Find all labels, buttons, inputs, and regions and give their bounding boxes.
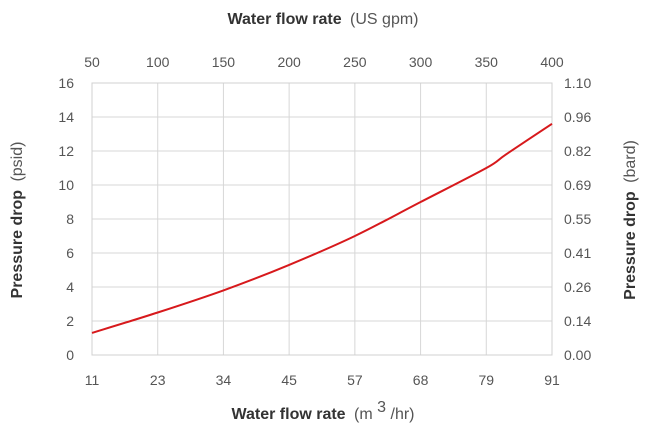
top-axis-title-unit: (US gpm) [350,11,418,28]
y-right-tick-label: 0.26 [564,279,591,295]
x-bottom-tick-label: 11 [85,372,100,388]
y-left-tick-label: 16 [58,75,74,91]
tick-labels: 1150231003415045200572506830079350914000… [58,54,591,388]
x-top-tick-label: 300 [409,54,433,70]
x-bottom-tick-label: 91 [544,372,560,388]
y-left-tick-label: 2 [66,313,74,329]
x-bottom-tick-label: 34 [216,372,232,388]
bottom-axis-title-bold: Water flow rate [231,406,345,423]
series-line-pressure-drop [91,122,553,334]
right-axis-title-unit: (bard) [622,140,639,183]
y-left-tick-label: 8 [66,211,74,227]
bottom-axis-title-unit-sup: 3 [377,399,386,416]
y-left-tick-label: 0 [66,347,74,363]
x-bottom-tick-label: 45 [281,372,297,388]
x-top-tick-label: 250 [343,54,367,70]
x-bottom-tick-label: 68 [413,372,429,388]
x-top-tick-label: 400 [540,54,564,70]
left-axis-title: Pressure drop (psid) [9,142,26,299]
y-left-tick-label: 4 [66,279,74,295]
grid [92,83,552,355]
y-right-tick-label: 1.10 [564,75,591,91]
y-right-tick-label: 0.41 [564,245,591,261]
x-top-tick-label: 100 [146,54,170,70]
bottom-axis-title: Water flow rate (m 3 /hr) [231,399,414,423]
y-right-tick-label: 0.69 [564,177,591,193]
y-left-tick-label: 6 [66,245,74,261]
y-right-tick-label: 0.96 [564,109,591,125]
x-bottom-tick-label: 79 [478,372,494,388]
x-top-tick-label: 200 [277,54,301,70]
x-bottom-tick-label: 57 [347,372,363,388]
y-right-tick-label: 0.00 [564,347,591,363]
x-top-tick-label: 150 [212,54,236,70]
left-axis-title-unit: (psid) [9,142,26,182]
y-right-tick-label: 0.14 [564,313,591,329]
y-right-tick-label: 0.55 [564,211,591,227]
top-axis-title-bold: Water flow rate [228,11,342,28]
x-top-tick-label: 50 [84,54,100,70]
x-top-tick-label: 350 [475,54,499,70]
bottom-axis-title-unit-post: /hr) [391,406,415,423]
right-axis-title-bold: Pressure drop [622,191,639,300]
bottom-axis-title-unit-pre: (m [354,406,373,423]
x-bottom-tick-label: 23 [150,372,166,388]
y-left-tick-label: 10 [58,177,74,193]
y-left-tick-label: 14 [58,109,74,125]
y-right-tick-label: 0.82 [564,143,591,159]
left-axis-title-bold: Pressure drop [9,190,26,299]
y-left-tick-label: 12 [58,143,74,159]
top-axis-title: Water flow rate (US gpm) [228,11,419,28]
right-axis-title: Pressure drop (bard) [622,140,639,300]
plot-frame [91,82,553,356]
